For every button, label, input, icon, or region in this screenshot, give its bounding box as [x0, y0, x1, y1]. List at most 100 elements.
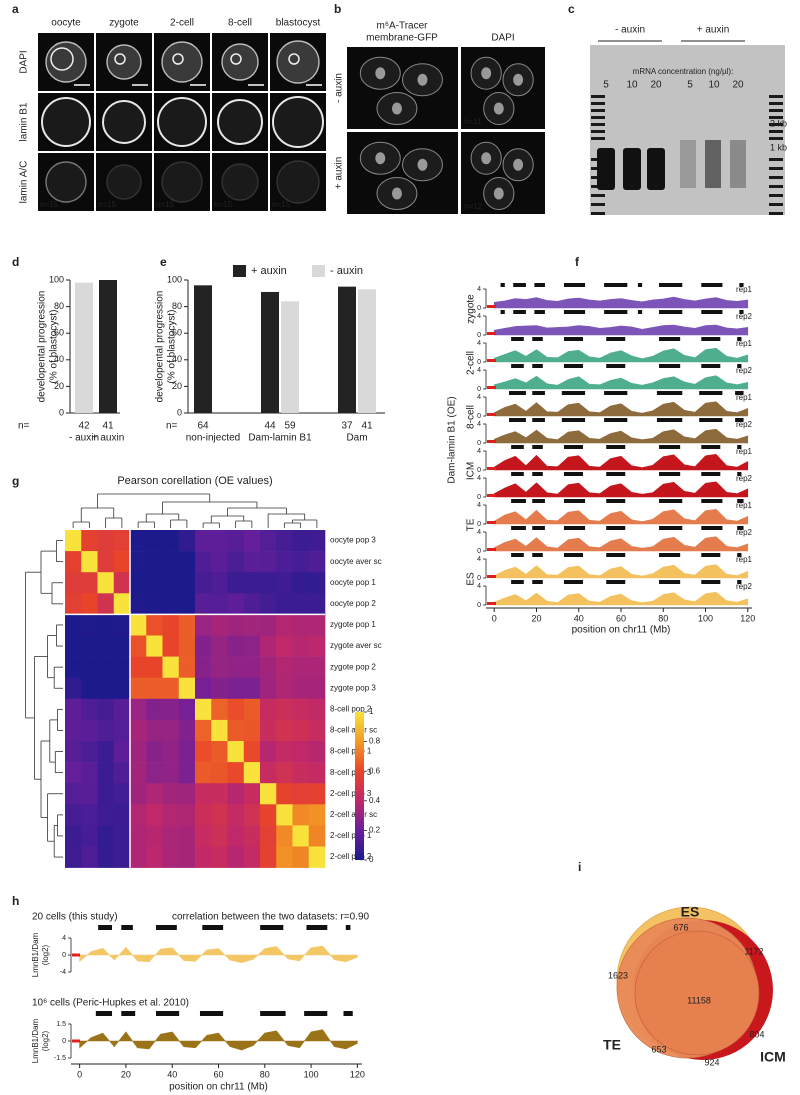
heatmap-cell: [130, 656, 147, 678]
heatmap-cell: [292, 825, 310, 847]
heatmap-cell: [65, 804, 82, 826]
replicate-label: rep2: [736, 420, 753, 429]
nucleus: [106, 164, 142, 200]
y-tick-label: 4: [477, 394, 481, 401]
heatmap-cell: [243, 635, 261, 657]
ladder-band: [769, 194, 783, 197]
heatmap-cell: [292, 783, 310, 805]
y-tick-label: 100: [167, 274, 182, 284]
pronucleus: [481, 67, 492, 80]
heatmap-cell: [276, 635, 293, 657]
row-label: DAPI: [19, 50, 30, 73]
heatmap-cell: [81, 677, 98, 700]
heatmap-cell: [130, 635, 147, 657]
panel-letter: g: [12, 474, 19, 488]
smear: [705, 140, 721, 188]
heatmap-cell: [146, 719, 163, 742]
lad-domain: [202, 925, 224, 930]
scale-marker: [487, 305, 496, 308]
heatmap-cell: [178, 741, 196, 763]
bar: [75, 282, 93, 413]
heatmap-cell: [308, 572, 326, 594]
heatmap-cell: [178, 825, 196, 847]
heatmap-cell: [276, 846, 293, 868]
n-label: n=15: [156, 200, 175, 209]
lad-domain: [500, 310, 505, 314]
ladder-band: [769, 176, 783, 179]
ladder-band: [769, 123, 783, 126]
lad-domain: [500, 283, 505, 287]
nucleus: [161, 161, 203, 203]
heatmap-cell: [113, 572, 131, 594]
region-count: 924: [704, 1057, 719, 1067]
lad-domain: [701, 310, 723, 314]
heatmap-cell: [227, 677, 245, 700]
region-count: 676: [673, 922, 688, 932]
lad-domain: [737, 499, 744, 503]
heatmap-cell: [162, 846, 180, 868]
heatmap-cell: [276, 719, 293, 742]
heatmap-cell: [146, 614, 163, 636]
y-tick-label: 4: [477, 529, 481, 536]
lad-domain: [511, 553, 524, 557]
lad-domain: [563, 526, 586, 530]
set-label: ES: [681, 904, 700, 920]
x-tick-label: 80: [658, 613, 668, 623]
heatmap-cell: [97, 572, 115, 594]
y-tick-label: 0: [62, 952, 66, 959]
heatmap-cell: [178, 762, 196, 784]
heatmap-cell: [113, 656, 131, 678]
heatmap-cell: [65, 635, 82, 657]
lad-domain: [606, 364, 626, 368]
y-tick-label: 0: [477, 521, 481, 528]
nucleus: [217, 99, 263, 145]
lad-domain: [637, 310, 643, 314]
lad-domain: [509, 418, 526, 422]
colorbar-label: 0: [369, 855, 374, 864]
heatmap-cell: [276, 825, 293, 847]
row-label: lamin B1: [19, 102, 30, 141]
ladder-band: [591, 116, 605, 119]
heatmap-cell: [81, 656, 98, 678]
region-count: 653: [651, 1044, 666, 1054]
column-title: membrane-GFP: [366, 33, 438, 44]
heatmap-cell: [308, 698, 326, 721]
x-tick-label: 0: [492, 613, 497, 623]
heatmap-cell: [178, 783, 196, 805]
heatmap-cell: [162, 593, 180, 615]
heatmap-cell: [65, 846, 82, 868]
heatmap-cell: [178, 530, 196, 552]
lad-domain: [737, 337, 742, 341]
lad-domain: [532, 337, 543, 341]
x-tick-label: 120: [350, 1069, 365, 1079]
y-tick-label: 4: [477, 340, 481, 347]
lad-domain: [604, 391, 628, 395]
row-label: lamin A/C: [19, 161, 30, 204]
heatmap-cell: [243, 593, 261, 615]
heatmap-cell: [130, 846, 147, 868]
bar: [338, 286, 356, 413]
n-prefix: n=: [18, 421, 30, 432]
ladder-band: [769, 167, 783, 170]
heatmap-cell: [292, 530, 310, 552]
heatmap-cell: [162, 825, 180, 847]
bar: [358, 289, 376, 413]
row-label: zygote pop 1: [330, 620, 376, 629]
y-axis-label: (% of blastocyst): [167, 310, 178, 384]
heatmap-cell: [260, 825, 277, 847]
heatmap-cell: [243, 656, 261, 678]
ladder-band: [591, 194, 605, 197]
band: [597, 148, 615, 190]
heatmap-cell: [130, 719, 147, 742]
smear: [680, 140, 696, 188]
heatmap-cell: [97, 530, 115, 552]
heatmap-cell: [211, 762, 228, 784]
ladder-band: [591, 109, 605, 112]
replicate-label: rep1: [736, 339, 753, 348]
lad-domain: [532, 445, 543, 449]
heatmap-cell: [97, 783, 115, 805]
signal-area: [79, 945, 358, 963]
lad-domain: [604, 310, 628, 314]
signal-area: [493, 428, 749, 444]
heatmap-cell: [81, 635, 98, 657]
